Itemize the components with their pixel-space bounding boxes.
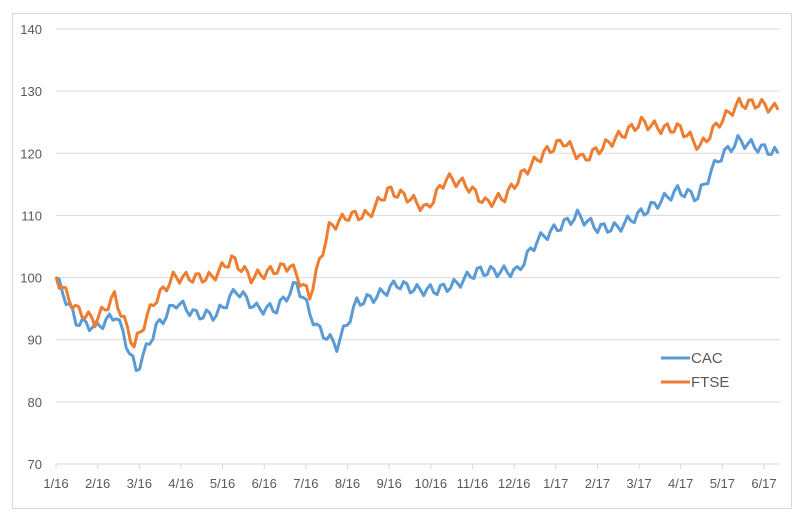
legend-cac-label: CAC	[691, 350, 723, 367]
gridlines	[56, 28, 780, 465]
legend: CAC FTSE	[661, 350, 729, 391]
x-tick-label: 4/17	[668, 476, 693, 491]
cac-line	[55, 134, 780, 373]
x-tick-label: 11/16	[457, 476, 489, 491]
ftse-line	[54, 96, 780, 349]
y-tick-label: 120	[20, 146, 42, 161]
legend-ftse-label: FTSE	[691, 374, 729, 391]
x-axis-labels: 1/16 2/16 3/16 4/16 5/16 6/16 7/16 8/16 9/16 10/1…	[43, 476, 776, 491]
y-tick-label: 110	[21, 208, 42, 223]
x-tick-label: 3/16	[127, 476, 152, 491]
y-tick-label: 90	[28, 333, 42, 348]
x-tick-label: 8/16	[335, 476, 360, 491]
x-tick-label: 1/17	[543, 476, 568, 491]
y-tick-label: 70	[28, 457, 42, 472]
series-lines	[54, 96, 780, 373]
x-tick-label: 12/16	[498, 476, 531, 491]
x-tick-label: 4/16	[168, 476, 193, 491]
x-tick-label: 5/16	[210, 476, 235, 491]
x-tick-label: 9/16	[377, 476, 402, 491]
x-tick-label: 2/16	[85, 476, 110, 491]
x-tick-label: 6/16	[252, 476, 277, 491]
x-axis	[55, 464, 765, 469]
x-tick-label: 10/16	[415, 476, 448, 491]
chart-frame	[12, 13, 792, 509]
x-tick-label: 1/16	[43, 476, 68, 491]
x-tick-label: 5/17	[710, 476, 735, 491]
x-tick-label: 2/17	[585, 476, 610, 491]
y-tick-label: 100	[20, 271, 42, 286]
y-tick-label: 140	[20, 22, 42, 37]
x-tick-label: 7/16	[293, 476, 318, 491]
y-tick-label: 130	[20, 84, 42, 99]
x-tick-label: 6/17	[751, 476, 776, 491]
y-axis-labels: 70 80 90 100 110 120 130 140	[20, 22, 42, 472]
y-tick-label: 80	[28, 395, 42, 410]
x-tick-label: 3/17	[626, 476, 651, 491]
